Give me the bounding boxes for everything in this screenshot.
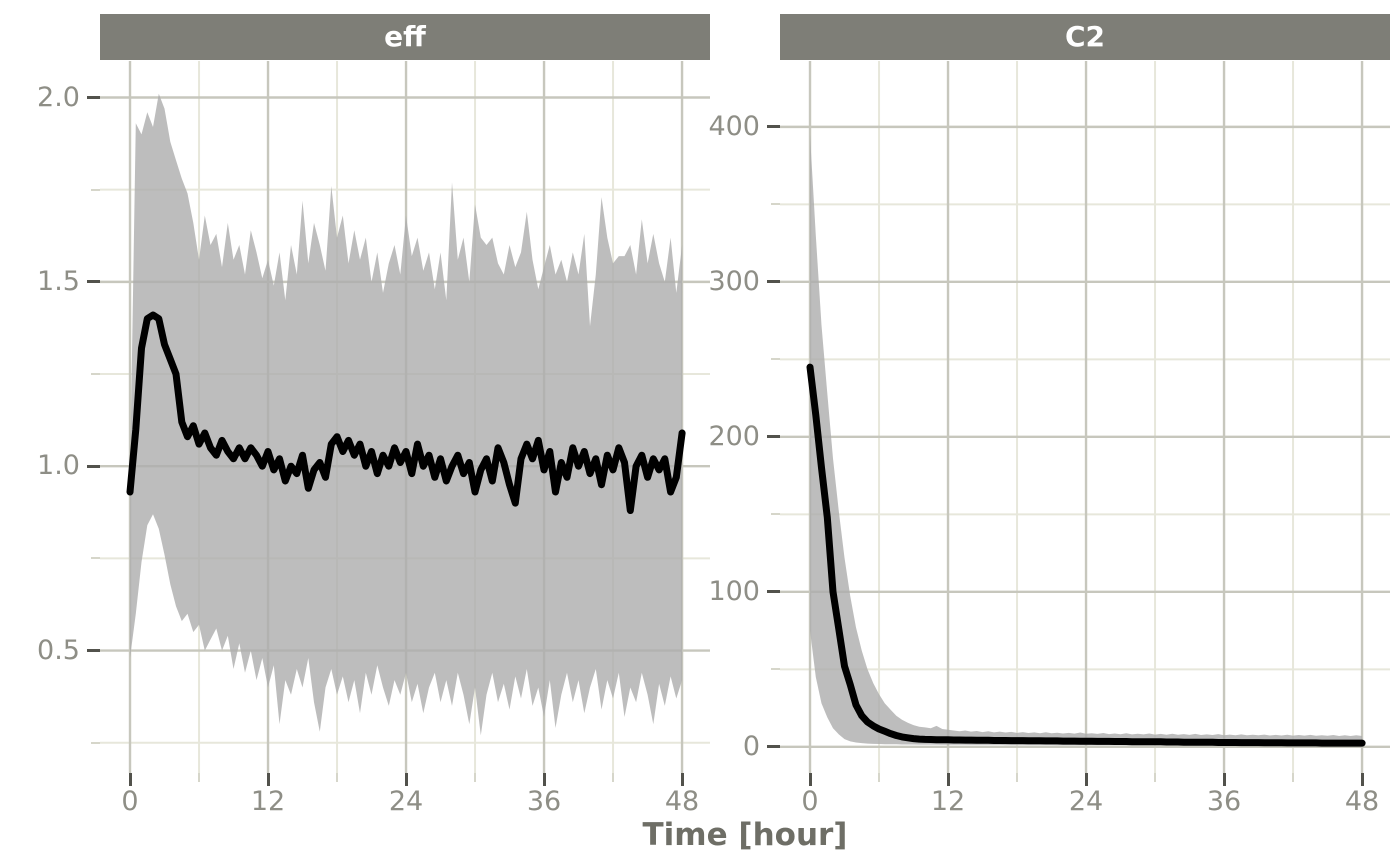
facet-strip-c2-label: C2: [1064, 20, 1106, 53]
median-line: [126, 311, 686, 514]
y-tick: [767, 280, 780, 283]
y-tick-label: 100: [708, 576, 760, 607]
facet-strip-eff: eff: [100, 14, 710, 60]
x-tick-label: 0: [121, 786, 139, 817]
y-tick: [87, 465, 100, 468]
x-tick: [1223, 773, 1226, 786]
x-tick-label: 12: [930, 786, 966, 817]
x-tick-label: 12: [250, 786, 286, 817]
y-tick: [767, 745, 780, 748]
x-minor-tick: [612, 773, 614, 782]
y-tick: [767, 125, 780, 128]
x-tick-label: 48: [1344, 786, 1380, 817]
facet-strip-c2: C2: [780, 14, 1390, 60]
x-tick-label: 24: [388, 786, 424, 817]
x-tick: [405, 773, 408, 786]
y-tick: [767, 590, 780, 593]
y-tick: [767, 435, 780, 438]
confidence-ribbon: [130, 93, 683, 736]
confidence-ribbon: [810, 134, 1363, 746]
x-tick: [129, 773, 132, 786]
x-tick-label: 0: [801, 786, 819, 817]
y-tick: [87, 96, 100, 99]
y-tick-label: 0: [742, 731, 760, 762]
x-minor-tick: [336, 773, 338, 782]
y-tick-label: 2.0: [37, 82, 80, 113]
y-tick-label: 1.0: [37, 450, 80, 481]
y-minor-tick: [771, 668, 780, 670]
x-tick: [267, 773, 270, 786]
y-tick-label: 300: [708, 266, 760, 297]
x-minor-tick: [878, 773, 880, 782]
x-tick: [543, 773, 546, 786]
y-minor-tick: [91, 557, 100, 559]
y-tick-label: 1.5: [37, 266, 80, 297]
x-tick-label: 36: [526, 786, 562, 817]
y-tick-label: 0.5: [37, 635, 80, 666]
y-minor-tick: [91, 742, 100, 744]
y-tick-label: 200: [708, 421, 760, 452]
y-minor-tick: [91, 373, 100, 375]
x-tick: [947, 773, 950, 786]
x-minor-tick: [1154, 773, 1156, 782]
panel-c2: [780, 61, 1390, 773]
median-line: [806, 363, 1366, 747]
y-tick: [87, 649, 100, 652]
x-minor-tick: [1016, 773, 1018, 782]
facet-strip-eff-label: eff: [384, 20, 426, 53]
x-tick: [1085, 773, 1088, 786]
x-tick: [809, 773, 812, 786]
y-minor-tick: [771, 358, 780, 360]
y-minor-tick: [91, 189, 100, 191]
panel-eff: [100, 61, 710, 773]
y-tick-label: 400: [708, 111, 760, 142]
x-tick-label: 36: [1206, 786, 1242, 817]
y-minor-tick: [771, 203, 780, 205]
y-minor-tick: [771, 513, 780, 515]
x-tick: [1361, 773, 1364, 786]
x-tick: [681, 773, 684, 786]
x-tick-label: 48: [664, 786, 700, 817]
x-minor-tick: [1292, 773, 1294, 782]
x-minor-tick: [198, 773, 200, 782]
x-tick-label: 24: [1068, 786, 1104, 817]
y-tick: [87, 280, 100, 283]
x-minor-tick: [474, 773, 476, 782]
x-axis-title: Time [hour]: [642, 817, 848, 853]
